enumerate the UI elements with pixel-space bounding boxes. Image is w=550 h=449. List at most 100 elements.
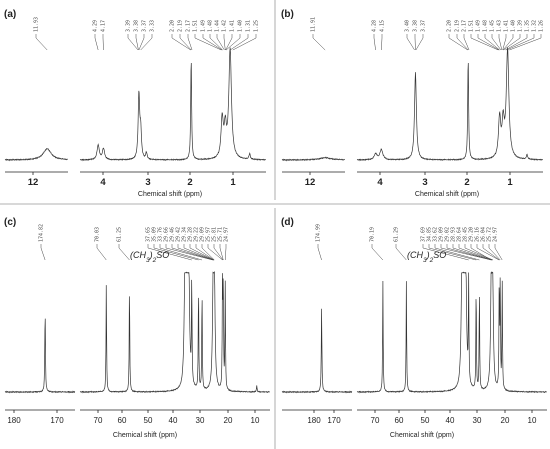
peak-label: 24.97	[493, 227, 499, 242]
panel-label: (c)	[4, 217, 16, 228]
peak-label: 1.35	[525, 20, 531, 32]
peak-leader-line	[225, 34, 241, 51]
x-axis-title: Chemical shift (ppm)	[113, 432, 177, 439]
peak-leader-line	[118, 244, 130, 261]
peak-leader-line	[440, 244, 492, 261]
peak-label: 1.25	[254, 20, 260, 32]
peak-label: 1.49	[201, 20, 207, 32]
peak-label: 4.29	[93, 20, 99, 32]
peak-leader-line	[140, 34, 153, 51]
peak-label: 174.82	[39, 224, 45, 242]
spectrum-trace	[4, 148, 68, 162]
peak-leader-line	[35, 34, 48, 51]
x-tick-label: 2	[464, 177, 469, 188]
peak-label: 1.31	[246, 20, 252, 32]
peak-leader-line	[135, 34, 139, 51]
peak-leader-line	[371, 244, 384, 261]
peak-label: 2.19	[178, 20, 184, 32]
peak-label: 11.91	[311, 17, 317, 32]
peak-label: 29.28	[188, 227, 194, 242]
peak-label: 25.81	[212, 227, 218, 242]
peak-leader-line	[476, 244, 500, 261]
peak-label: 37.69	[421, 227, 427, 242]
x-tick-label: 10	[528, 416, 537, 425]
peak-leader-line	[470, 244, 492, 261]
peak-label: 25.97	[206, 227, 212, 242]
peak-leader-line	[187, 34, 193, 51]
peak-label: 29.20	[469, 227, 475, 242]
solvent-label: (CH3)2SO	[130, 250, 169, 264]
x-tick-label: 12	[305, 177, 316, 188]
peak-leader-line	[406, 34, 415, 51]
peak-leader-line	[127, 34, 139, 51]
peak-leader-line	[464, 244, 494, 261]
peak-leader-line	[484, 34, 500, 51]
peak-leader-line	[434, 244, 480, 261]
peak-label: 174.99	[316, 224, 322, 242]
x-tick-label: 4	[100, 177, 106, 188]
peak-leader-line	[415, 34, 424, 51]
peak-label: 1.45	[490, 20, 496, 32]
peak-leader-line	[216, 34, 225, 51]
peak-leader-line	[138, 34, 145, 51]
peak-label: 33.62	[433, 227, 439, 242]
peak-leader-line	[232, 34, 257, 51]
x-tick-label: 3	[145, 177, 150, 188]
x-axis-title: Chemical shift (ppm)	[415, 191, 479, 198]
peak-label: 29.02	[445, 227, 451, 242]
peak-label: 29.34	[182, 227, 188, 242]
peak-label: 2.17	[186, 20, 192, 32]
solvent-label: (CH3)2SO	[407, 250, 446, 264]
peak-label: 3.39	[126, 20, 132, 32]
spectrum-trace	[4, 318, 76, 394]
peak-leader-line	[312, 34, 326, 51]
peak-leader-line	[470, 34, 499, 51]
peak-leader-line	[448, 34, 468, 51]
peak-label: 29.66	[164, 227, 170, 242]
peak-label: 4.15	[380, 20, 386, 32]
peak-leader-line	[446, 244, 492, 261]
peak-label: 3.37	[142, 20, 148, 32]
peak-leader-line	[229, 34, 249, 51]
spectrum-trace	[79, 47, 266, 162]
peak-label: 3.37	[421, 20, 427, 32]
peak-label: 29.09	[200, 227, 206, 242]
x-tick-label: 70	[371, 416, 380, 425]
spectrum-trace	[281, 156, 345, 162]
peak-label: 2.20	[447, 20, 453, 32]
peak-label: 26.04	[481, 227, 487, 242]
peak-leader-line	[494, 244, 503, 261]
peak-leader-line	[422, 244, 469, 261]
spectrum-trace	[281, 308, 353, 394]
panel-a: (a) 12 4 3 2 1 Chemical shift (ppm) 11.93 4.29 4.…	[4, 9, 266, 198]
peak-label: 2.19	[455, 20, 461, 32]
peak-leader-line	[491, 34, 502, 51]
peak-label: 33.76	[158, 227, 164, 242]
peak-leader-line	[498, 34, 503, 51]
x-axis-title: Chemical shift (ppm)	[138, 191, 202, 198]
peak-leader-line	[477, 34, 500, 51]
peak-label: 1.48	[483, 20, 489, 32]
panel-d: (d) 180 170 70 60 50 40 30 20 10 Chemical shift (p…	[281, 217, 547, 439]
x-tick-label: 60	[118, 416, 127, 425]
x-tick-label: 170	[50, 416, 64, 425]
peak-label: 1.42	[222, 20, 228, 32]
peak-leader-line	[183, 244, 214, 261]
x-tick-label: 30	[196, 416, 205, 425]
x-tick-label: 40	[169, 416, 178, 425]
x-tick-label: 3	[422, 177, 427, 188]
peak-label: 2.20	[170, 20, 176, 32]
peak-label: 70.03	[95, 227, 101, 242]
peak-label: 25.72	[487, 227, 493, 242]
peak-leader-line	[165, 244, 213, 261]
peak-label: 1.40	[511, 20, 517, 32]
x-tick-label: 1	[230, 177, 236, 188]
x-tick-label: 20	[224, 416, 233, 425]
panel-c: (c) 180 170 70 60 50 40 30 20 10 Chemical shift (p…	[4, 217, 270, 439]
spectrum-trace	[356, 271, 547, 394]
peak-label: 28.64	[457, 227, 463, 242]
peak-leader-line	[373, 34, 376, 51]
x-tick-label: 1	[507, 177, 513, 188]
x-tick-label: 180	[7, 416, 21, 425]
